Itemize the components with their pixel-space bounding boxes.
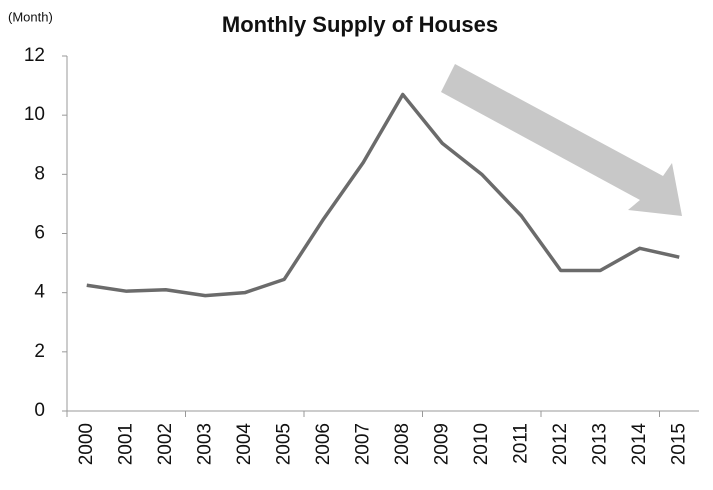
- x-tick-label: 2012: [550, 423, 571, 465]
- x-tick-label: 2013: [589, 423, 610, 465]
- x-tick-label: 2011: [510, 423, 531, 464]
- x-tick-label: 2000: [76, 423, 97, 465]
- y-tick-label: 6: [34, 223, 45, 244]
- x-tick-label: 2008: [392, 423, 413, 465]
- y-tick-label: 8: [34, 163, 45, 184]
- y-tick-label: 0: [34, 400, 45, 421]
- x-tick-label: 2010: [471, 423, 492, 465]
- y-tick-label: 12: [24, 45, 45, 66]
- x-tick-label: 2003: [194, 423, 215, 465]
- y-tick-label: 10: [24, 104, 45, 125]
- y-axis-label: (Month): [8, 9, 53, 24]
- x-tick-label: 2007: [352, 423, 373, 465]
- x-tick-label: 2005: [273, 423, 294, 465]
- y-tick-label: 2: [34, 341, 45, 362]
- x-tick-label: 2004: [234, 423, 255, 466]
- y-tick-label: 4: [34, 282, 45, 303]
- x-tick-label: 2009: [431, 423, 452, 465]
- x-tick-label: 2014: [629, 423, 650, 466]
- series-line: [86, 92, 680, 298]
- x-tick-label: 2006: [313, 423, 334, 465]
- chart-title: Monthly Supply of Houses: [222, 12, 498, 37]
- x-tick-label: 2015: [668, 423, 689, 465]
- trend-arrow: [441, 64, 682, 216]
- x-tick-label: 2002: [155, 423, 176, 465]
- x-tick-label: 2001: [115, 423, 136, 465]
